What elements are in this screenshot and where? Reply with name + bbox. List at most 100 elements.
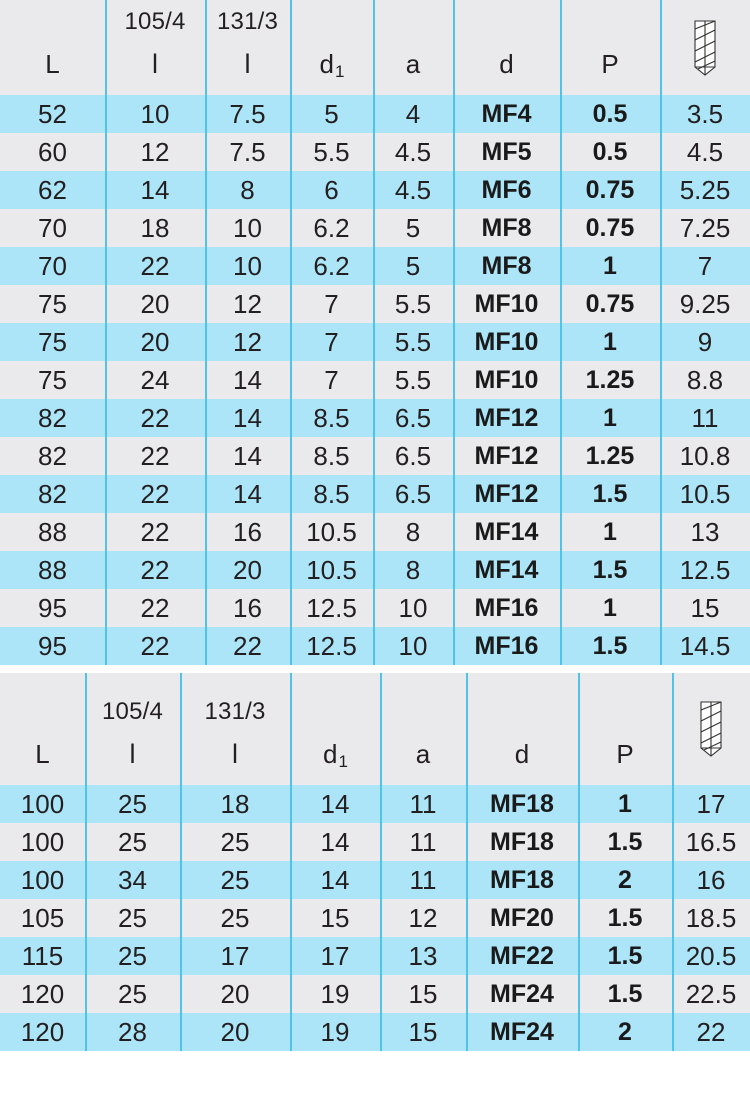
cell-last: 11	[660, 399, 750, 437]
table-row: 88 22 20 10.5 8 MF14 1.5 12.5	[0, 551, 750, 589]
cell-P: 1	[560, 589, 660, 627]
cell-P: 1.5	[578, 899, 672, 937]
cell-P: 1	[560, 513, 660, 551]
header-cell-l-105-4: 105/4 l	[85, 673, 180, 785]
cell-d: MF24	[466, 975, 578, 1013]
cell-L: 70	[38, 213, 67, 243]
cell-P: 0.5	[560, 133, 660, 171]
table-row: 100 34 25 14 11 MF18 2 16	[0, 861, 750, 899]
cell-L: 70	[38, 251, 67, 281]
cell-last: 3.5	[660, 95, 750, 133]
cell-L: 88	[38, 517, 67, 547]
table-row: 82 22 14 8.5 6.5 MF12 1.25 10.8	[0, 437, 750, 475]
cell-d: MF12	[453, 399, 560, 437]
cell-d: MF10	[453, 323, 560, 361]
cell-l1: 25	[85, 823, 180, 861]
cell-P: 0.75	[560, 285, 660, 323]
cell-P: 2	[578, 1013, 672, 1051]
cell-l2: 25	[180, 899, 290, 937]
cell-d1: 14	[290, 861, 380, 899]
cell-d1: 12.5	[290, 589, 373, 627]
cell-d1: 8.5	[290, 399, 373, 437]
header-label-d1-subscript: 1	[335, 62, 345, 81]
cell-l1: 25	[85, 975, 180, 1013]
table-row: 105 25 25 15 12 MF20 1.5 18.5	[0, 899, 750, 937]
cell-l2: 22	[205, 627, 290, 665]
header-cell-tap-icon	[672, 673, 750, 785]
header-label-d1: d1	[323, 741, 348, 770]
cell-l2: 17	[180, 937, 290, 975]
cell-d: MF14	[453, 551, 560, 589]
header-cell-d: d	[466, 673, 578, 785]
cell-d: MF18	[466, 861, 578, 899]
header-cell-a: a	[373, 0, 453, 95]
cell-a: 5.5	[373, 285, 453, 323]
cell-a: 6.5	[373, 399, 453, 437]
table-row: 70 18 10 6.2 5 MF8 0.75 7.25	[0, 209, 750, 247]
cell-a: 8	[373, 551, 453, 589]
cell-l2: 16	[205, 513, 290, 551]
cell-P: 1	[560, 399, 660, 437]
table-row: 82 22 14 8.5 6.5 MF12 1.5 10.5	[0, 475, 750, 513]
cell-last: 14.5	[660, 627, 750, 665]
cell-last: 9.25	[660, 285, 750, 323]
cell-a: 11	[380, 785, 466, 823]
table-row: 75 20 12 7 5.5 MF10 1 9	[0, 323, 750, 361]
header-cell-d: d	[453, 0, 560, 95]
table-row: 95 22 16 12.5 10 MF16 1 15	[0, 589, 750, 627]
table-row: 75 24 14 7 5.5 MF10 1.25 8.8	[0, 361, 750, 399]
header-label-d1: d1	[320, 51, 345, 81]
cell-l2: 25	[180, 823, 290, 861]
header-label-a: a	[415, 739, 431, 769]
cell-a: 13	[380, 937, 466, 975]
cell-l1: 18	[105, 209, 205, 247]
cell-L: 105	[20, 903, 65, 933]
cell-L: 115	[21, 941, 64, 971]
spiral-tap-icon	[688, 15, 722, 81]
cell-l1: 25	[85, 937, 180, 975]
cell-L: 82	[38, 479, 67, 509]
cell-L: 60	[38, 137, 67, 167]
header-cell-P: P	[560, 0, 660, 95]
cell-P: 1.25	[560, 437, 660, 475]
cell-l2: 14	[205, 361, 290, 399]
table-row: 120 25 20 19 15 MF24 1.5 22.5	[0, 975, 750, 1013]
cell-l1: 20	[105, 323, 205, 361]
cell-l1: 25	[85, 785, 180, 823]
cell-d1: 6.2	[290, 247, 373, 285]
cell-P: 1.5	[560, 627, 660, 665]
cell-a: 15	[380, 975, 466, 1013]
cell-d: MF12	[453, 475, 560, 513]
cell-l1: 34	[85, 861, 180, 899]
cell-a: 6.5	[373, 475, 453, 513]
table-row: 62 14 8 6 4.5 MF6 0.75 5.25	[0, 171, 750, 209]
cell-l2: 12	[205, 323, 290, 361]
cell-l2: 7.5	[205, 133, 290, 171]
cell-last: 17	[672, 785, 750, 823]
cell-l1: 20	[105, 285, 205, 323]
cell-L: 75	[38, 327, 67, 357]
header-cell-L: L	[0, 0, 105, 95]
cell-P: 0.75	[560, 209, 660, 247]
header-top-105-4: 105/4	[124, 8, 186, 35]
cell-a: 5.5	[373, 361, 453, 399]
header-cell-a: a	[380, 673, 466, 785]
cell-last: 15	[660, 589, 750, 627]
cell-last: 18.5	[672, 899, 750, 937]
cell-L: 100	[20, 865, 65, 895]
header-label-d: d	[499, 49, 514, 79]
cell-L: 88	[38, 555, 67, 585]
cell-L: 95	[38, 593, 67, 623]
cell-last: 22	[672, 1013, 750, 1051]
table-row: 120 28 20 19 15 MF24 2 22	[0, 1013, 750, 1051]
table-row: 70 22 10 6.2 5 MF8 1 7	[0, 247, 750, 285]
cell-a: 8	[373, 513, 453, 551]
cell-l1: 22	[105, 627, 205, 665]
cell-a: 11	[380, 823, 466, 861]
cell-L: 75	[38, 289, 67, 319]
header-label-P: P	[616, 739, 634, 769]
cell-P: 1.25	[560, 361, 660, 399]
tap-table-upper: L 105/4 l 131/3 l	[0, 0, 750, 665]
cell-a: 4	[373, 95, 453, 133]
cell-d1: 19	[290, 1013, 380, 1051]
